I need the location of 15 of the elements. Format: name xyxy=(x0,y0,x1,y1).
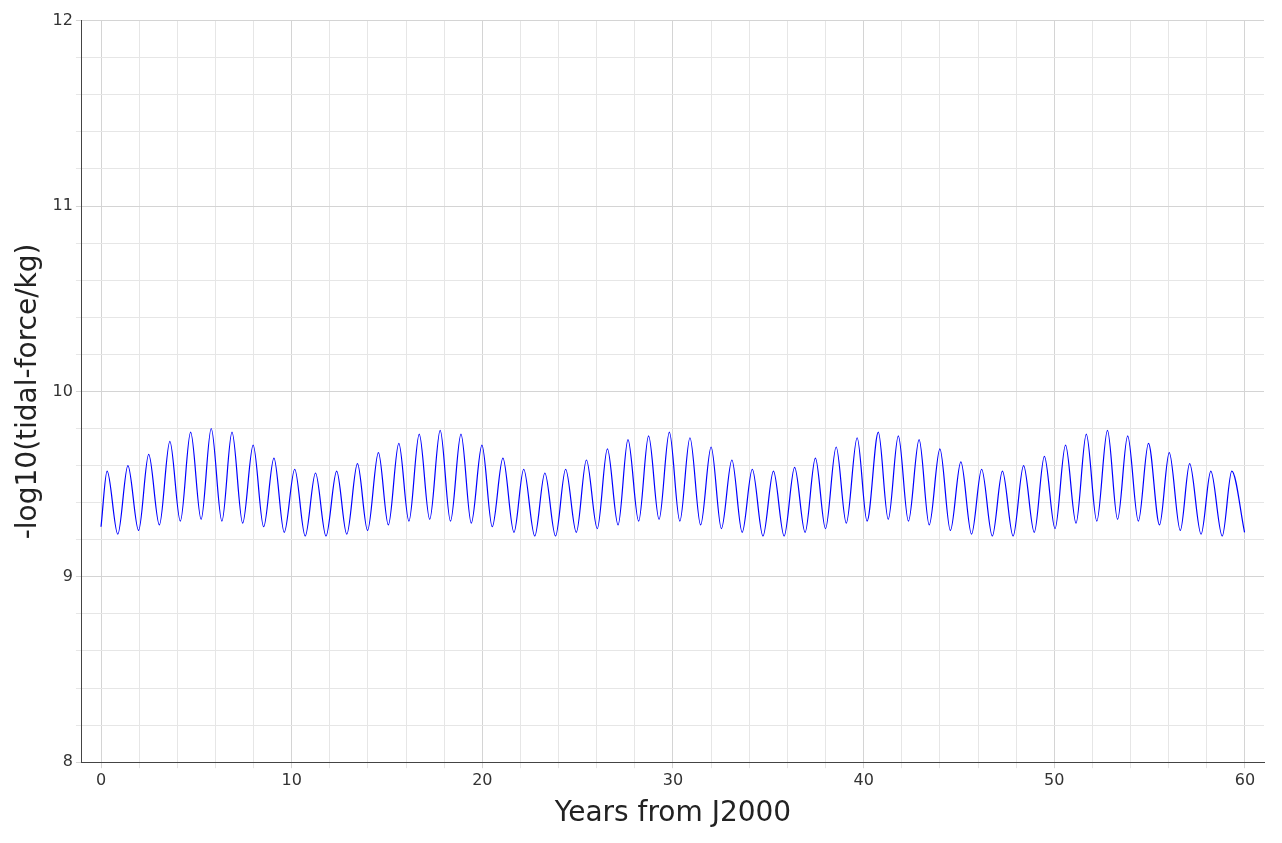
x-axis-title: Years from J2000 xyxy=(553,795,792,829)
y-tick-label: 9 xyxy=(62,565,73,585)
x-tick-label: 0 xyxy=(95,769,107,789)
x-tick-label: 20 xyxy=(472,769,493,789)
x-tick-label: 40 xyxy=(853,769,874,789)
y-tick-label: 8 xyxy=(62,751,73,771)
x-tick-label: 60 xyxy=(1234,769,1256,789)
x-tick-label: 30 xyxy=(662,769,684,789)
x-tick-label: 50 xyxy=(1044,769,1065,789)
line-series xyxy=(100,427,1246,537)
x-tick-label: 10 xyxy=(281,769,302,789)
y-tick-label: 10 xyxy=(52,380,73,400)
y-axis-title: -log10(tidal-force/kg) xyxy=(10,243,44,540)
y-tick-label: 12 xyxy=(52,9,73,29)
y-tick-label: 11 xyxy=(52,195,73,215)
